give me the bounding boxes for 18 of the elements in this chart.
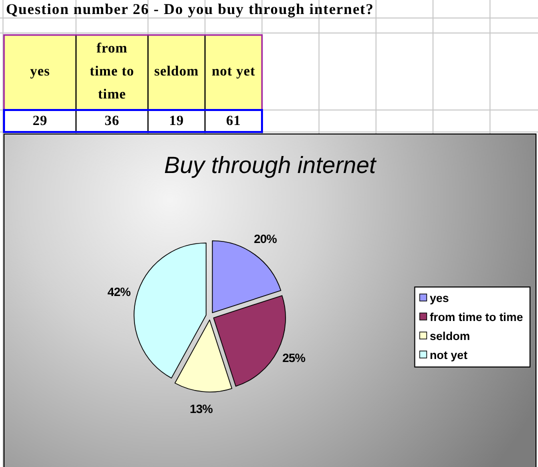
text: Question number 26 - Do you buy through internet? [6, 2, 374, 18]
category-label: from time to time [90, 42, 134, 103]
data-label: 36 [104, 114, 120, 130]
category-label: seldom [154, 64, 199, 80]
legend-label: yes [430, 293, 449, 305]
legend-label: not yet [430, 350, 468, 362]
category-label: not yet [212, 64, 256, 80]
legend-label: seldom [430, 331, 470, 343]
data-label: 42% [108, 284, 132, 299]
data-label: 29 [32, 114, 48, 130]
data-label: 13% [190, 402, 214, 416]
legend-label: from time to time [430, 312, 524, 324]
data-label: 20% [254, 232, 278, 246]
chart-title: Buy through internet [164, 152, 378, 178]
data-label: 19 [169, 114, 184, 130]
category-label: yes [30, 64, 50, 80]
data-label: 61 [226, 114, 241, 130]
data-label: 25% [282, 350, 306, 365]
